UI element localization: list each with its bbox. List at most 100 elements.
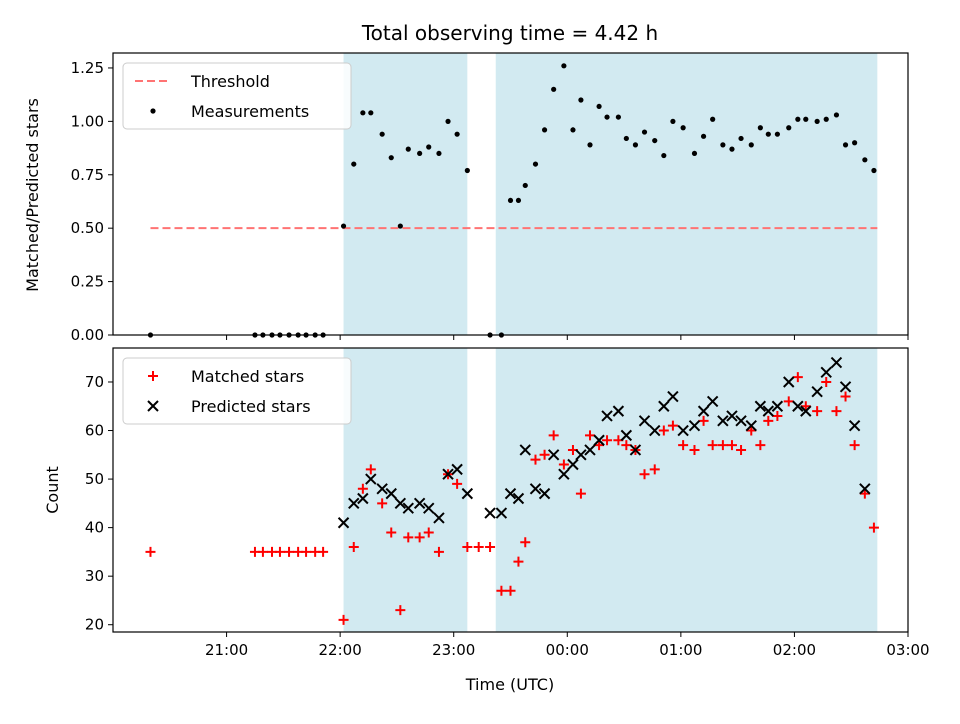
measurement-point xyxy=(587,142,593,148)
measurement-point xyxy=(842,142,849,148)
measurement-point xyxy=(426,144,432,150)
y-tick-label: 30 xyxy=(85,567,104,585)
x-axis-label: Time (UTC) xyxy=(465,675,554,694)
measurement-point xyxy=(661,152,667,159)
measurement-point xyxy=(710,116,716,122)
observing-window-band xyxy=(495,348,878,632)
predicted-star-marker xyxy=(667,390,679,403)
matched-star-marker xyxy=(496,585,507,596)
measurement-point xyxy=(351,161,357,167)
predicted-star-marker xyxy=(567,458,579,471)
y-tick-label: 20 xyxy=(85,616,104,634)
matched-star-marker xyxy=(812,406,823,417)
bottom-panel-counts: 20 30 40 50 60 70 21:00 22:00 23:00 00:00 01:00 02:… xyxy=(43,347,930,659)
y-tick-label: 1.25 xyxy=(71,59,104,77)
predicted-star-marker xyxy=(839,381,852,393)
legend-label: Predicted stars xyxy=(191,397,311,416)
predicted-star-marker xyxy=(461,487,474,500)
measurement-point xyxy=(757,125,763,131)
predicted-star-marker xyxy=(601,410,613,422)
matched-star-marker xyxy=(783,396,794,407)
matched-star-marker xyxy=(403,532,414,543)
measurement-point xyxy=(738,135,744,142)
matched-star-marker xyxy=(649,464,660,475)
matched-star-marker xyxy=(539,449,550,460)
matched-star-marker xyxy=(792,372,803,383)
matched-star-marker xyxy=(284,546,295,557)
measurement-point xyxy=(652,137,658,144)
predicted-star-marker xyxy=(376,483,388,495)
matched-star-marker xyxy=(621,440,632,451)
predicted-star-marker xyxy=(495,507,508,519)
matched-star-marker xyxy=(513,556,524,567)
predicted-star-marker xyxy=(413,497,426,510)
measurement-point xyxy=(871,167,877,174)
measurement-point xyxy=(803,116,809,122)
matched-star-marker xyxy=(348,542,359,553)
y-tick-label: 40 xyxy=(85,519,104,537)
axes-frame xyxy=(112,347,909,633)
predicted-star-marker xyxy=(451,463,463,476)
predicted-star-marker xyxy=(754,400,767,412)
matched-star-marker xyxy=(145,546,156,557)
measurement-point xyxy=(541,127,548,133)
x-tick-label: 23:00 xyxy=(432,641,475,659)
x-tick-label: 21:00 xyxy=(205,641,248,659)
measurement-point xyxy=(680,125,686,131)
matched-star-marker xyxy=(473,542,484,553)
predicted-star-marker xyxy=(547,449,560,461)
predicted-star-marker xyxy=(365,473,377,485)
measurement-point xyxy=(397,223,403,229)
y-tick-label: 0.00 xyxy=(71,326,104,344)
x-tick-label: 01:00 xyxy=(659,641,702,659)
predicted-star-marker xyxy=(859,483,871,495)
predicted-star-marker xyxy=(688,419,701,432)
y-tick-label: 50 xyxy=(85,470,104,488)
legend-label: Matched stars xyxy=(191,367,304,386)
figure-title: Total observing time = 4.42 h xyxy=(361,21,658,45)
measurement-point xyxy=(561,63,567,69)
measurement-point xyxy=(522,182,528,189)
matched-star-marker xyxy=(602,435,613,446)
measurement-point xyxy=(774,131,780,137)
matched-star-marker xyxy=(667,420,678,431)
matched-star-marker xyxy=(772,410,783,421)
matched-star-marker xyxy=(548,430,559,441)
y-tick-label: 70 xyxy=(85,373,104,391)
matched-star-marker xyxy=(365,464,376,475)
observing-window-band xyxy=(495,53,878,335)
y-tick-label: 0.75 xyxy=(71,166,104,184)
legend-predicted-swatch xyxy=(147,400,159,412)
legend-box xyxy=(122,357,352,425)
predicted-star-marker xyxy=(649,424,661,437)
matched-star-marker xyxy=(840,391,851,402)
matched-star-marker xyxy=(377,498,388,509)
predicted-star-marker xyxy=(538,487,551,500)
measurement-point xyxy=(852,140,858,146)
y-tick-label: 0.25 xyxy=(71,273,104,291)
matched-star-marker xyxy=(821,376,832,387)
measurement-point xyxy=(578,97,584,103)
matched-star-marker xyxy=(707,440,718,451)
matched-star-marker xyxy=(452,478,463,489)
predicted-star-marker xyxy=(620,429,633,442)
measurement-point xyxy=(765,131,771,137)
matched-star-marker xyxy=(689,444,700,455)
matched-star-marker xyxy=(868,522,879,533)
matched-star-marker xyxy=(717,440,728,451)
matched-star-marker xyxy=(558,459,569,470)
matched-star-marker xyxy=(859,488,870,499)
predicted-star-marker xyxy=(726,410,738,422)
y-tick-label: 0.50 xyxy=(71,219,104,237)
measurement-point xyxy=(720,142,726,148)
predicted-star-marker xyxy=(658,400,670,412)
legend-label: Threshold xyxy=(190,72,270,91)
measurement-point xyxy=(368,110,374,116)
predicted-star-marker xyxy=(830,356,843,369)
predicted-star-marker xyxy=(848,419,861,432)
matched-star-marker xyxy=(485,542,496,553)
x-tick-label: 02:00 xyxy=(773,641,816,659)
measurement-point xyxy=(596,103,602,110)
measurement-point xyxy=(623,135,629,142)
